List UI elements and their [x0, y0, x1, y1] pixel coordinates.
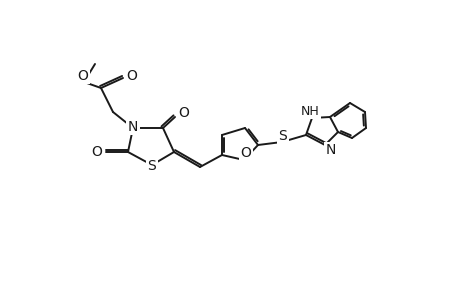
Text: O: O — [240, 146, 251, 160]
Text: S: S — [278, 129, 287, 143]
Text: O: O — [78, 69, 88, 83]
Text: N: N — [325, 143, 336, 157]
Text: O: O — [178, 106, 189, 120]
Text: N: N — [128, 120, 138, 134]
Text: S: S — [147, 159, 156, 173]
Text: O: O — [91, 145, 102, 159]
Text: NH: NH — [300, 104, 319, 118]
Text: O: O — [126, 69, 137, 83]
